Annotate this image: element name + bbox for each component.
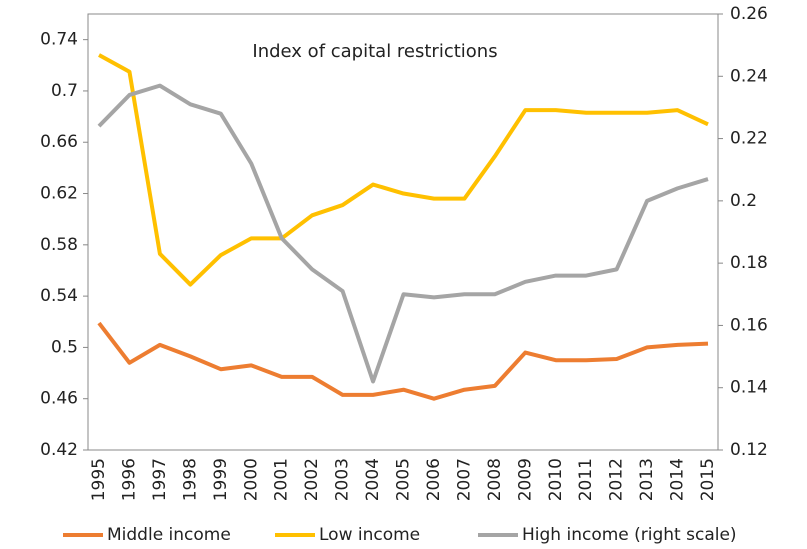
legend-label: Middle income (107, 525, 231, 545)
x-tick-label: 1998 (180, 458, 200, 501)
x-tick-label: 2003 (333, 458, 353, 501)
x-tick-label: 2010 (546, 458, 566, 501)
line-series (97, 321, 709, 401)
x-tick-label: 2007 (454, 458, 474, 501)
y-tick-label: 0.62 (40, 184, 78, 204)
y-tick-label: 0.46 (40, 389, 78, 409)
x-tick-label: 2001 (272, 458, 292, 501)
legend-label: Low income (319, 525, 420, 545)
y-tick-label: 0.7 (51, 81, 78, 101)
x-tick-label: 2004 (363, 458, 383, 501)
y2-tick-label: 0.16 (730, 315, 768, 335)
x-tick-label: 2008 (485, 458, 505, 501)
x-tick-label: 2012 (607, 458, 627, 501)
x-tick-label: 2015 (698, 458, 718, 501)
x-tick-label: 2013 (637, 458, 657, 501)
x-tick-label: 2011 (576, 458, 596, 501)
chart-title: Index of capital restrictions (252, 41, 497, 62)
y2-tick-label: 0.24 (730, 66, 768, 86)
y2-tick-label: 0.2 (730, 191, 757, 211)
y-tick-label: 0.54 (40, 286, 78, 306)
plot-frame (87, 13, 719, 451)
y-tick-label: 0.66 (40, 132, 78, 152)
y-tick-label: 0.74 (40, 30, 78, 50)
x-tick-label: 2000 (241, 458, 261, 501)
x-tick-label: 1997 (150, 458, 170, 501)
y2-tick-label: 0.18 (730, 253, 768, 273)
legend-label: High income (right scale) (522, 525, 737, 545)
y2-tick-label: 0.26 (730, 4, 768, 24)
x-tick-label: 1999 (211, 458, 231, 501)
x-tick-label: 2002 (302, 458, 322, 501)
y-tick-label: 0.5 (51, 337, 78, 357)
y-tick-label: 0.42 (40, 440, 78, 460)
x-tick-label: 2006 (424, 458, 444, 501)
y2-tick-label: 0.12 (730, 440, 768, 460)
x-tick-label: 1995 (89, 458, 109, 501)
y-tick-label: 0.58 (40, 235, 78, 255)
y2-tick-label: 0.14 (730, 378, 768, 398)
x-tick-label: 2014 (668, 458, 688, 501)
y2-tick-label: 0.22 (730, 129, 768, 149)
x-tick-label: 2009 (515, 458, 535, 501)
line-series (98, 53, 709, 287)
x-tick-label: 1996 (119, 458, 139, 501)
x-tick-label: 2005 (394, 458, 414, 501)
line-series (97, 83, 709, 384)
